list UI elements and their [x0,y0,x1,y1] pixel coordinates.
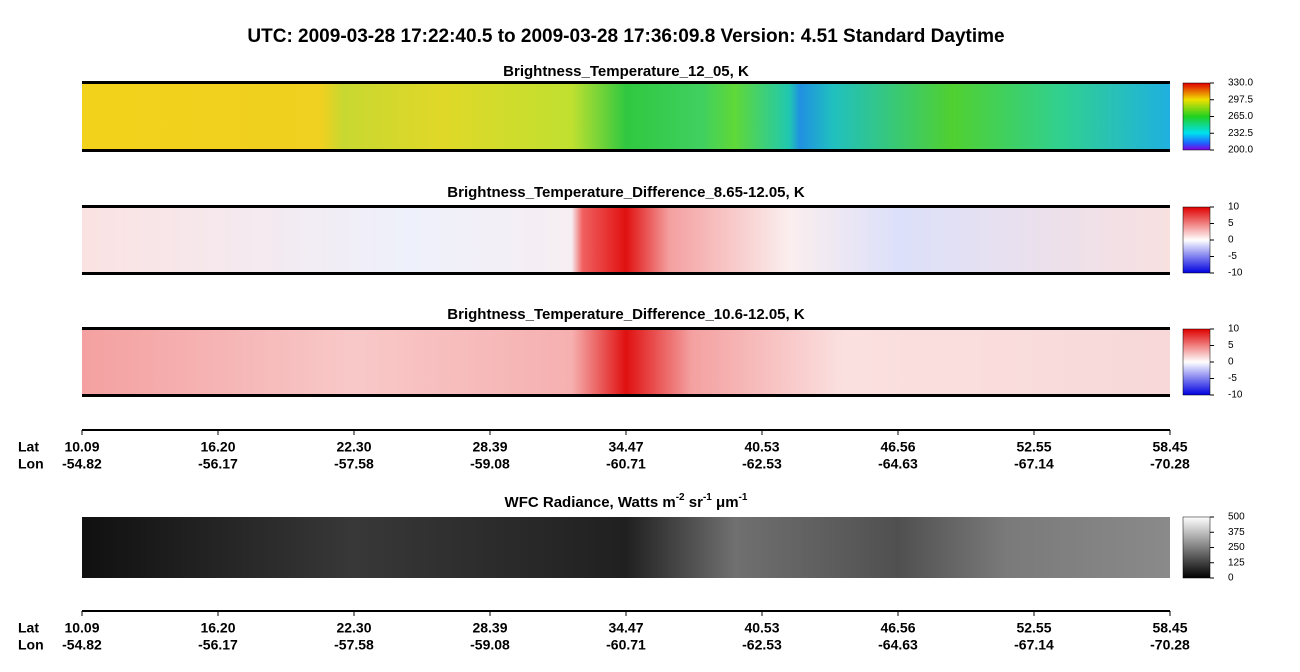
strip-edge [82,272,1170,275]
title-part: WFC Radiance, Watts m [505,494,676,511]
lat-tick-label: 28.39 [472,439,507,455]
lon-label: Lon [18,637,44,653]
colorbar-label: -5 [1228,373,1237,384]
lat-tick-label: 22.30 [336,620,371,636]
colorbar [1182,328,1211,396]
colorbar-label: 500 [1228,512,1245,523]
colorbar-label: 10 [1228,324,1240,335]
lat-tick-label: 40.53 [744,439,779,455]
lat-tick-label: 46.56 [880,439,915,455]
lat-tick-label: 16.20 [200,620,235,636]
lon-tick-label: -60.71 [606,637,646,653]
lon-tick-label: -70.28 [1150,637,1190,653]
lon-tick-label: -64.63 [878,637,918,653]
lat-tick-label: 28.39 [472,620,507,636]
strip-edge [82,327,1170,330]
panel-title: Brightness_Temperature_12_05, K [503,63,749,80]
lon-tick-label: -70.28 [1150,456,1190,472]
lon-tick-label: -60.71 [606,456,646,472]
colorbar-label: 125 [1228,557,1245,568]
colorbar-label: 232.5 [1228,128,1253,139]
colorbar [1182,206,1211,274]
lon-tick-label: -54.82 [62,456,102,472]
colorbar-label: 200.0 [1228,145,1253,156]
colorbar-label: -10 [1228,390,1243,401]
lat-tick-label: 10.09 [64,620,99,636]
panel-title: WFC Radiance, Watts m-2 sr-1 μm-1 [505,492,748,511]
panel-title: Brightness_Temperature_Difference_10.6-1… [447,306,805,323]
lat-label: Lat [18,620,39,636]
lat-tick-label: 10.09 [64,439,99,455]
colorbar-label: 10 [1228,202,1240,213]
lon-tick-label: -62.53 [742,637,782,653]
colorbar-label: 0 [1228,573,1234,584]
lat-label: Lat [18,439,39,455]
image-strip [82,517,1170,578]
colorbar-label: 0 [1228,235,1234,246]
lat-tick-label: 58.45 [1152,439,1187,455]
lat-tick-label: 52.55 [1016,439,1051,455]
colorbar-label: -5 [1228,251,1237,262]
colorbar-label: 5 [1228,340,1234,351]
figure-title: UTC: 2009-03-28 17:22:40.5 to 2009-03-28… [247,26,1004,47]
lon-label: Lon [18,456,44,472]
colorbar-label: 5 [1228,218,1234,229]
title-part: -1 [739,492,748,503]
lon-tick-label: -56.17 [198,456,238,472]
title-part: -2 [676,492,685,503]
lon-tick-label: -59.08 [470,637,510,653]
title-part: μm [712,494,739,511]
lat-tick-label: 40.53 [744,620,779,636]
colorbar-label: 250 [1228,542,1245,553]
colorbar-label: -10 [1228,268,1243,279]
lon-tick-label: -56.17 [198,637,238,653]
panel-title: Brightness_Temperature_Difference_8.65-1… [447,184,805,201]
image-strip [82,207,1170,273]
colorbar-label: 0 [1228,357,1234,368]
lat-tick-label: 16.20 [200,439,235,455]
lon-tick-label: -67.14 [1014,456,1054,472]
lat-tick-label: 34.47 [608,620,643,636]
strip-edge [82,394,1170,397]
title-part: sr [685,494,704,511]
colorbar [1182,516,1211,579]
image-strip [82,83,1170,150]
lon-tick-label: -64.63 [878,456,918,472]
lat-tick-label: 52.55 [1016,620,1051,636]
colorbar-label: 265.0 [1228,111,1253,122]
lon-tick-label: -57.58 [334,637,374,653]
title-part: -1 [703,492,712,503]
lon-tick-label: -62.53 [742,456,782,472]
lon-tick-label: -59.08 [470,456,510,472]
lat-tick-label: 34.47 [608,439,643,455]
colorbar-label: 375 [1228,527,1245,538]
colorbar-label: 330.0 [1228,78,1253,89]
colorbar [1182,82,1211,151]
lat-tick-label: 46.56 [880,620,915,636]
lat-tick-label: 58.45 [1152,620,1187,636]
lon-tick-label: -67.14 [1014,637,1054,653]
strip-edge [82,81,1170,84]
lat-tick-label: 22.30 [336,439,371,455]
colorbar-label: 297.5 [1228,94,1253,105]
image-strip [82,329,1170,395]
lon-tick-label: -57.58 [334,456,374,472]
strip-edge [82,149,1170,152]
strip-edge [82,205,1170,208]
lon-tick-label: -54.82 [62,637,102,653]
